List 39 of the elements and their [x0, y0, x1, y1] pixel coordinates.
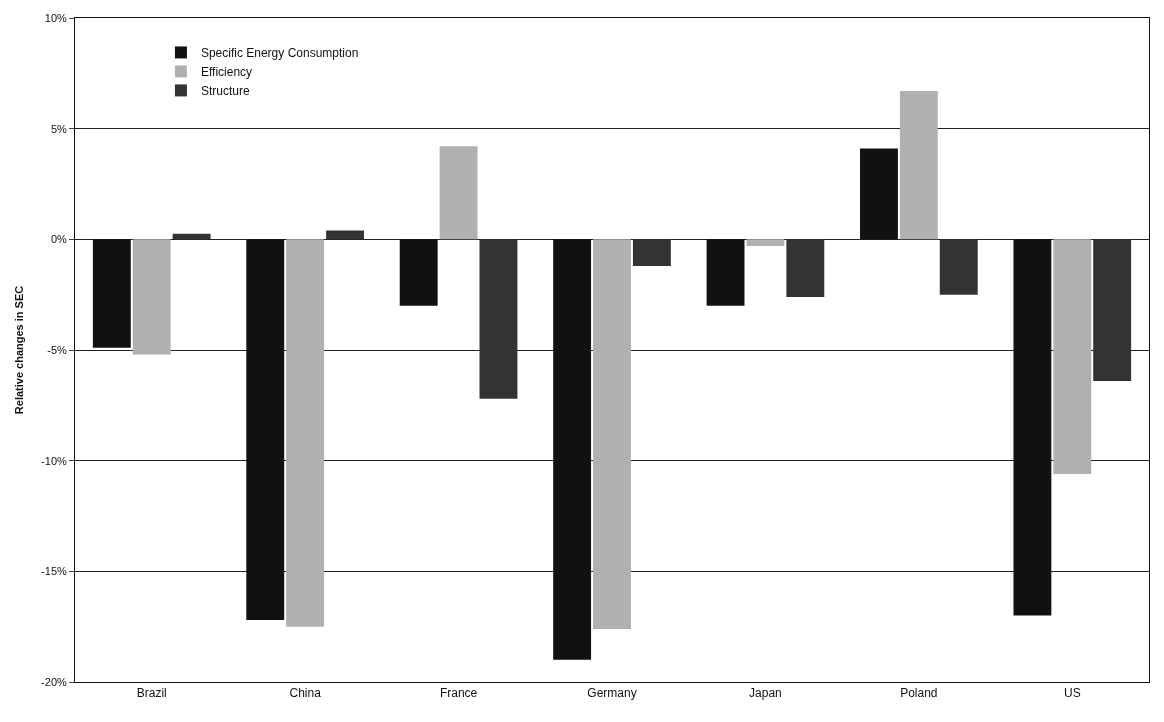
bar: [593, 239, 631, 629]
y-tick-label: -20%: [41, 675, 68, 688]
x-tick-label: Germany: [587, 686, 637, 701]
y-tick-label: 0%: [50, 233, 68, 246]
bar: [939, 239, 978, 295]
bar: [706, 239, 745, 306]
legend-label: Specific Energy Consumption: [200, 46, 359, 61]
y-tick-label: 5%: [50, 122, 68, 135]
bar: [746, 239, 785, 246]
legend-label: Efficiency: [200, 65, 253, 80]
bar: [92, 239, 131, 348]
bar: [132, 239, 171, 355]
bar: [246, 239, 285, 621]
x-tick-label: Poland: [900, 686, 938, 701]
x-tick-label: China: [289, 686, 322, 701]
y-axis-title: Relative changes in SEC: [12, 285, 25, 415]
bar: [286, 239, 325, 627]
bar: [479, 239, 518, 399]
bar: [899, 91, 938, 240]
legend-label: Structure: [200, 84, 250, 99]
y-tick-label: 10%: [44, 11, 67, 24]
bar: [172, 233, 211, 240]
x-tick-label: France: [439, 686, 478, 701]
bar: [1093, 239, 1132, 381]
x-tick-label: Brazil: [136, 686, 167, 701]
y-tick-label: -5%: [47, 343, 68, 356]
x-tick-label: Japan: [749, 686, 782, 701]
bar: [553, 239, 592, 660]
bar: [439, 146, 478, 240]
bar: [326, 230, 364, 240]
bar: [1013, 239, 1052, 616]
bar: [399, 239, 438, 306]
x-tick-label: US: [1063, 686, 1081, 701]
y-tick-label: -10%: [41, 454, 68, 467]
bar: [860, 148, 898, 240]
bar: [632, 239, 671, 266]
bar: [1053, 239, 1092, 474]
y-tick-label: -15%: [41, 565, 68, 578]
bar: [786, 239, 825, 297]
